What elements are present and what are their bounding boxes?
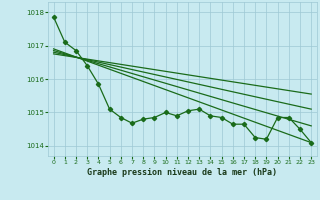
X-axis label: Graphe pression niveau de la mer (hPa): Graphe pression niveau de la mer (hPa) <box>87 168 277 177</box>
